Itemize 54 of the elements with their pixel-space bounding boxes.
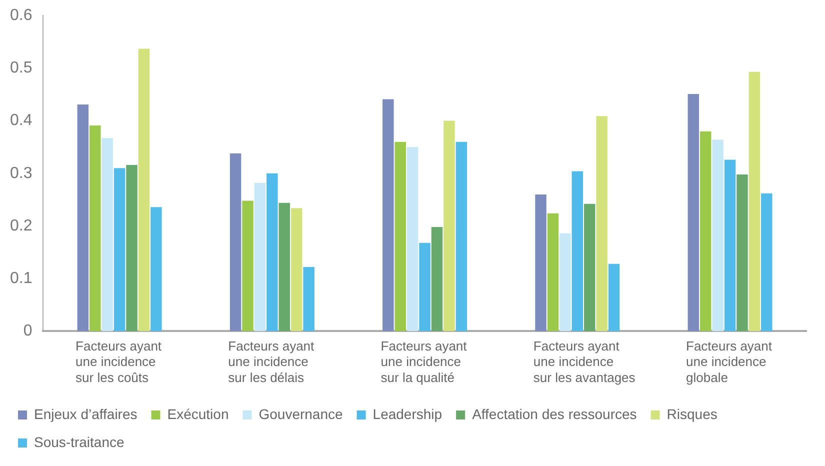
- legend-label: Gouvernance: [258, 406, 343, 422]
- legend-label: Exécution: [167, 406, 229, 422]
- bar: [456, 142, 468, 332]
- y-tick-label: 0.1: [10, 270, 32, 288]
- bar: [736, 174, 748, 332]
- y-tick-label: 0.5: [10, 60, 32, 77]
- x-tick-label: Facteurs ayant une incidence globale: [686, 338, 772, 385]
- y-tick-label: 0.6: [10, 7, 32, 24]
- legend-label: Enjeux d’affaires: [34, 406, 138, 422]
- bar: [761, 193, 772, 332]
- bar: [444, 120, 455, 332]
- bar: [254, 182, 266, 332]
- bar: [688, 94, 700, 332]
- x-tick-label: Facteurs ayant une incidence sur les délais: [228, 338, 315, 385]
- y-tick-label: 0.4: [10, 112, 32, 130]
- bar: [114, 168, 126, 332]
- bar: [138, 48, 150, 332]
- x-tick-label: Facteurs ayant une incidence sur les avantages: [533, 338, 636, 385]
- bar: [560, 233, 571, 332]
- bar: [290, 208, 302, 332]
- bar: [608, 264, 620, 332]
- bar: [303, 267, 314, 332]
- bar: [242, 200, 254, 332]
- bar: [102, 138, 113, 332]
- bar: [584, 204, 596, 332]
- bar: [382, 99, 394, 332]
- bar: [266, 173, 278, 332]
- y-tick-label: 0.3: [10, 164, 32, 182]
- bar: [77, 104, 89, 332]
- legend-label: Risques: [666, 406, 718, 422]
- x-tick-label: Facteurs ayant une incidence sur les coûts: [76, 338, 162, 385]
- x-tick-label: Facteurs ayant une incidence sur la qualité: [380, 338, 468, 385]
- bar: [712, 140, 724, 332]
- bar: [535, 194, 546, 332]
- bar: [278, 202, 290, 332]
- bar: [748, 72, 760, 332]
- legend-label: Affectation des ressources: [472, 406, 637, 422]
- bar: [547, 213, 559, 332]
- legend-label: Leadership: [372, 406, 442, 422]
- bar: [230, 153, 242, 332]
- y-tick-label: 0.2: [10, 217, 32, 234]
- bar: [394, 142, 406, 332]
- bar: [700, 131, 712, 332]
- y-tick-label: 0: [23, 322, 32, 340]
- bar: [126, 164, 138, 332]
- bar: [406, 147, 418, 332]
- bar: [724, 160, 736, 332]
- bar: [572, 171, 584, 332]
- bar: [150, 207, 162, 332]
- bar: [596, 116, 608, 332]
- legend-label: Sous-traitance: [34, 434, 124, 450]
- bar: [90, 126, 101, 332]
- bar: [431, 227, 443, 332]
- bar: [419, 242, 430, 332]
